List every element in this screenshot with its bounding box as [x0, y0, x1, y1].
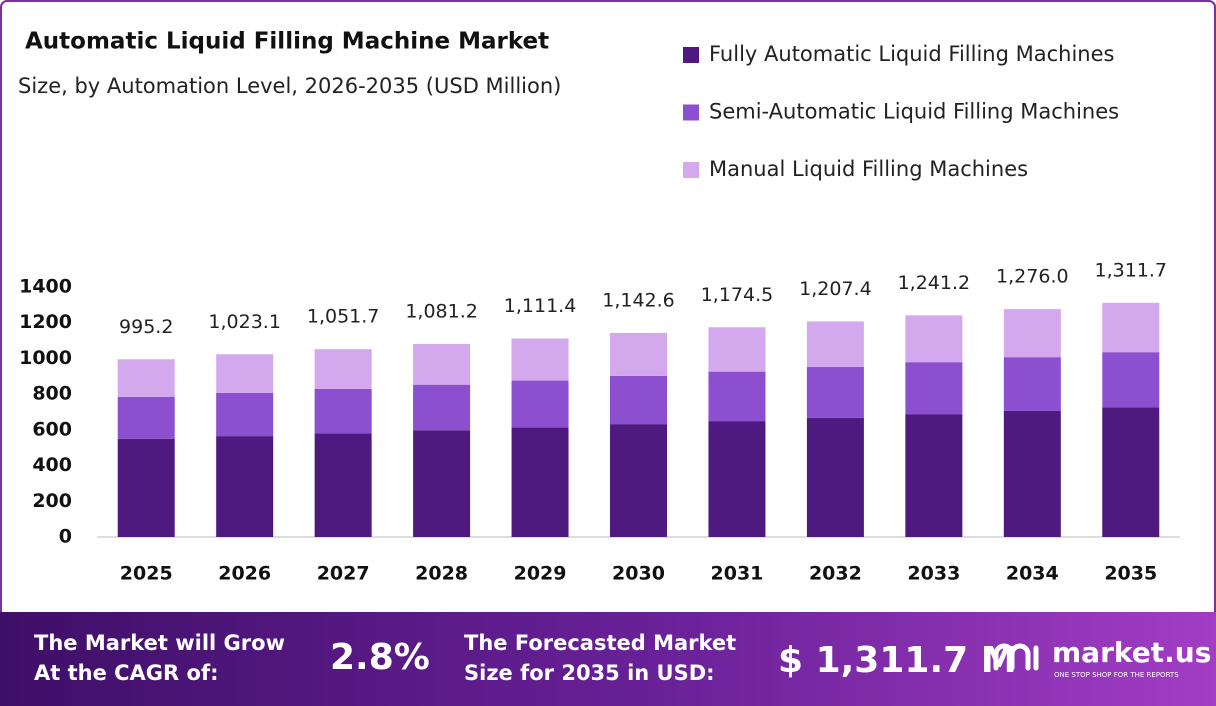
y-tick-label: 1400	[19, 276, 72, 298]
legend-swatch	[683, 104, 699, 121]
bar-segment	[1003, 309, 1061, 358]
bar-segment	[1102, 407, 1160, 537]
total-label: 1,311.7	[1095, 259, 1168, 281]
bar-segment	[511, 427, 569, 537]
chart-title: Automatic Liquid Filling Machine Market	[25, 29, 549, 55]
x-tick-label: 2032	[809, 563, 862, 585]
total-label: 1,142.6	[602, 289, 675, 311]
total-label: 1,023.1	[208, 311, 281, 333]
y-tick-label: 0	[59, 526, 72, 548]
bar-segment	[1003, 410, 1061, 537]
cagr-text: At the CAGR of:	[34, 661, 219, 685]
bar-segment	[610, 424, 667, 537]
brand: market.us	[1052, 636, 1211, 669]
y-tick-label: 800	[32, 383, 72, 405]
bar-segment	[708, 327, 766, 372]
x-tick-label: 2029	[514, 563, 567, 585]
bar-segment	[413, 384, 471, 431]
bar-segment	[511, 380, 569, 428]
y-tick-label: 400	[32, 454, 72, 476]
x-tick-label: 2028	[415, 563, 468, 585]
legend-label: Fully Automatic Liquid Filling Machines	[709, 42, 1114, 66]
bar-segment	[610, 332, 667, 376]
total-label: 1,241.2	[898, 272, 971, 294]
brand-logo	[993, 643, 1039, 671]
x-tick-label: 2026	[218, 563, 271, 585]
bar-segment	[511, 338, 569, 381]
x-tick-label: 2025	[120, 563, 173, 585]
bar-segment	[708, 371, 766, 422]
x-tick-label: 2035	[1104, 563, 1157, 585]
x-tick-label: 2027	[317, 563, 370, 585]
total-label: 1,051.7	[307, 306, 380, 328]
bar-segment	[905, 315, 963, 363]
bar-segment	[117, 438, 175, 537]
bar-segment	[216, 436, 274, 537]
bar-segment	[117, 359, 175, 397]
chart-subtitle: Size, by Automation Level, 2026-2035 (US…	[18, 74, 561, 98]
total-label: 1,207.4	[799, 278, 872, 300]
bar-segment	[905, 414, 963, 537]
legend-swatch	[683, 47, 699, 63]
bar-segment	[216, 392, 274, 437]
tagline: ONE STOP SHOP FOR THE REPORTS	[1054, 671, 1179, 679]
bar-segment	[1102, 352, 1160, 408]
bar-segment	[314, 388, 372, 434]
y-tick-label: 600	[32, 418, 72, 440]
bar-segment	[806, 321, 864, 367]
bar-segment	[216, 354, 274, 393]
bar-segment	[314, 349, 372, 389]
x-tick-label: 2034	[1006, 563, 1059, 585]
bar-segment	[708, 421, 766, 537]
forecast-text: The Forecasted Market	[464, 631, 736, 655]
total-label: 1,276.0	[996, 266, 1069, 288]
bar-segment	[905, 362, 963, 415]
y-tick-label: 1200	[19, 311, 72, 333]
bar-segment	[413, 343, 471, 385]
total-label: 1,111.4	[504, 295, 577, 317]
cagr-text: The Market will Grow	[34, 631, 285, 655]
legend-label: Semi-Automatic Liquid Filling Machines	[709, 100, 1119, 124]
forecast-value: $ 1,311.7 M	[778, 640, 1017, 681]
bar-segment	[806, 417, 864, 537]
bar-segment	[1102, 302, 1160, 353]
cagr-value: 2.8%	[330, 637, 430, 678]
bar-segment	[1003, 357, 1061, 411]
forecast-text: Size for 2035 in USD:	[464, 661, 715, 685]
bar-segment	[806, 366, 864, 418]
bar-segment	[610, 375, 667, 425]
total-label: 1,081.2	[405, 300, 478, 322]
x-tick-label: 2030	[612, 563, 665, 585]
y-tick-label: 1000	[19, 347, 72, 369]
x-tick-label: 2031	[711, 563, 764, 585]
y-tick-label: 200	[32, 490, 72, 512]
total-label: 1,174.5	[701, 284, 774, 306]
total-label: 995.2	[119, 316, 173, 338]
legend-label: Manual Liquid Filling Machines	[709, 157, 1028, 181]
x-tick-label: 2033	[907, 563, 960, 585]
bar-segment	[117, 396, 175, 439]
bar-segment	[314, 433, 372, 537]
bar-segment	[413, 430, 471, 537]
legend-swatch	[683, 162, 699, 178]
